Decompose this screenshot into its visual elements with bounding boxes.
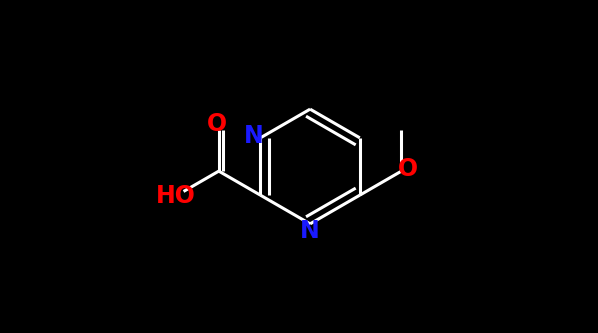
Text: HO: HO — [156, 184, 196, 208]
Text: O: O — [398, 157, 418, 181]
Text: O: O — [207, 112, 227, 136]
Text: N: N — [244, 124, 264, 148]
Text: N: N — [300, 218, 320, 242]
